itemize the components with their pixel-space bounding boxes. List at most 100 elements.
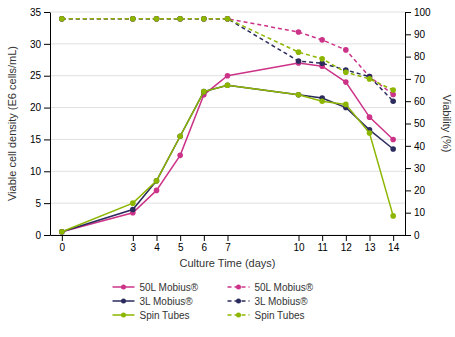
point <box>154 16 160 22</box>
point <box>319 37 325 43</box>
legend-item: 3L Mobius® <box>113 296 194 307</box>
tick-label: 5 <box>35 198 41 209</box>
tick-label: 50 <box>414 118 426 129</box>
legend-item: 50L Mobius® <box>228 282 314 293</box>
tick: 10 <box>30 166 50 177</box>
point <box>296 92 302 98</box>
tick: 10 <box>405 207 426 218</box>
tick: 60 <box>405 96 426 107</box>
tick: 100 <box>405 7 431 18</box>
point <box>154 16 160 22</box>
tick: 10 <box>293 235 305 253</box>
point <box>225 82 231 88</box>
chart: 0345671011121314051015202530350102030405… <box>0 0 455 337</box>
tick-label: 100 <box>414 7 431 18</box>
grid-line <box>50 171 405 172</box>
tick-label: 90 <box>414 29 426 40</box>
tick: 7 <box>225 235 231 253</box>
legend-marker <box>121 299 126 304</box>
point <box>177 16 183 22</box>
tick: 20 <box>30 102 50 113</box>
tick-mark <box>44 12 50 13</box>
tick-label: 5 <box>178 242 184 253</box>
tick-label: 11 <box>317 242 328 253</box>
tick-mark <box>405 12 411 13</box>
tick-label: 10 <box>414 207 426 218</box>
tick: 0 <box>35 230 50 241</box>
point <box>367 76 373 82</box>
point <box>225 16 231 22</box>
legend-label: 3L Mobius® <box>255 296 309 307</box>
point <box>59 16 65 22</box>
point <box>177 133 183 139</box>
tick: 35 <box>30 7 50 18</box>
point <box>59 229 65 235</box>
tick-label: 10 <box>30 166 42 177</box>
tick-label: 70 <box>414 74 426 85</box>
tick-label: 12 <box>341 242 353 253</box>
point <box>390 213 396 219</box>
tick-mark <box>405 235 411 236</box>
grid-line <box>50 43 405 44</box>
point <box>296 92 302 98</box>
tick-label: 3 <box>131 242 137 253</box>
point <box>130 200 136 206</box>
legend-item: Spin Tubes <box>228 310 305 321</box>
marks <box>59 16 396 235</box>
tick: 4 <box>154 235 160 253</box>
point <box>343 69 349 75</box>
tick-mark <box>393 235 394 241</box>
point <box>225 16 231 22</box>
point <box>154 178 160 184</box>
point <box>130 207 136 213</box>
tick-mark <box>44 44 50 45</box>
tick-mark <box>44 139 50 140</box>
tick-mark <box>133 235 134 241</box>
tick-mark <box>157 235 158 241</box>
tick-mark <box>405 213 411 214</box>
tick-mark <box>370 235 371 241</box>
tick-mark <box>44 235 50 236</box>
point <box>225 16 231 22</box>
point <box>296 29 302 35</box>
tick-mark <box>44 76 50 77</box>
point <box>343 102 349 108</box>
legend-label: Spin Tubes <box>255 310 305 321</box>
point <box>201 16 207 22</box>
tick-label: 0 <box>60 242 66 253</box>
tick-mark <box>180 235 181 241</box>
tick-label: 30 <box>30 39 42 50</box>
legend-label: 50L Mobius® <box>140 282 199 293</box>
tick: 40 <box>405 141 426 152</box>
tick-label: 13 <box>364 242 376 253</box>
tick-mark <box>44 203 50 204</box>
tick: 80 <box>405 51 426 62</box>
point <box>130 16 136 22</box>
tick-mark <box>204 235 205 241</box>
point <box>390 98 396 104</box>
point <box>367 130 373 136</box>
line <box>62 19 393 90</box>
y-axis-title: Viable cell density (E6 cells/mL) <box>6 46 18 201</box>
axis-line <box>50 13 51 236</box>
tick-mark <box>405 190 411 191</box>
point <box>154 188 160 194</box>
point <box>201 89 207 95</box>
grid-line <box>50 12 405 13</box>
tick-mark <box>405 124 411 125</box>
point <box>177 16 183 22</box>
point <box>225 73 231 79</box>
tick: 25 <box>30 70 50 81</box>
tick-mark <box>405 79 411 80</box>
tick-mark <box>228 235 229 241</box>
legend-marker <box>236 313 241 318</box>
tick-mark <box>44 108 50 109</box>
point <box>201 89 207 95</box>
legend-marker <box>121 313 126 318</box>
tick-mark <box>405 146 411 147</box>
tick-label: 80 <box>414 51 426 62</box>
line <box>62 19 393 102</box>
point <box>130 16 136 22</box>
x-axis-title: Culture Time (days) <box>180 257 276 269</box>
tick-mark <box>346 235 347 241</box>
